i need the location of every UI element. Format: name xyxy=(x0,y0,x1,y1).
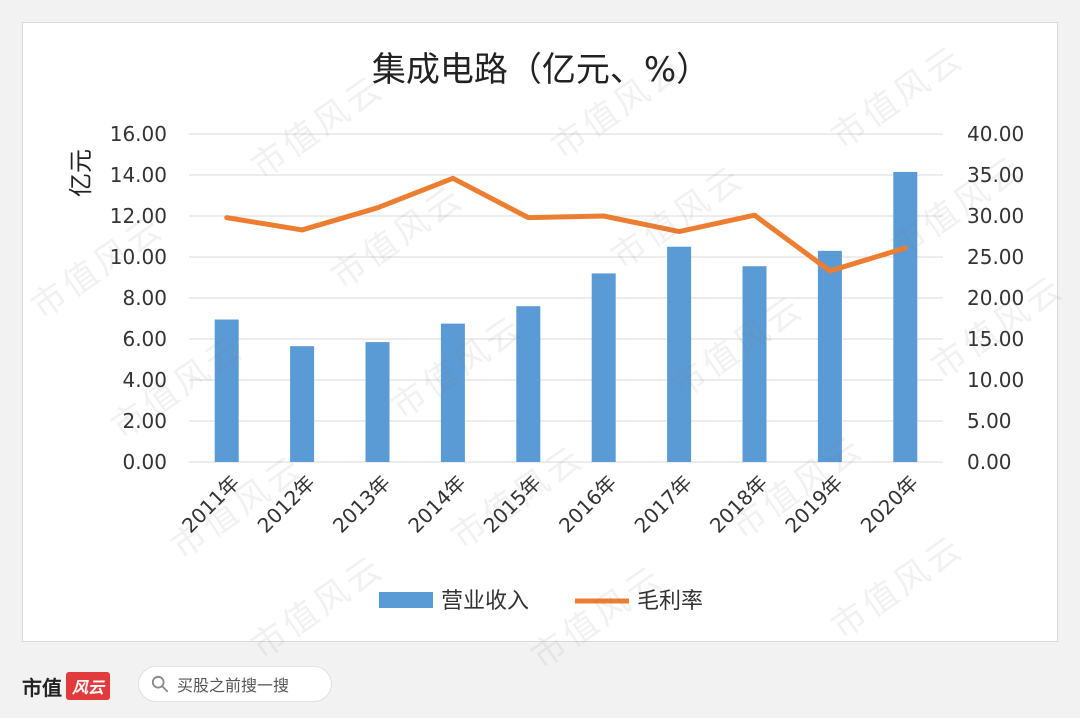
x-tick-label: 2017年 xyxy=(630,471,697,538)
search-placeholder: 买股之前搜一搜 xyxy=(177,676,290,695)
y-left-tick-label: 10.00 xyxy=(110,245,167,269)
x-tick-label: 2013年 xyxy=(328,471,395,538)
x-tick-label: 2018年 xyxy=(705,471,772,538)
bar xyxy=(817,250,842,462)
y-right-tick-label: 15.00 xyxy=(967,327,1024,351)
x-tick-label: 2016年 xyxy=(554,471,621,538)
y-left-tick-label: 4.00 xyxy=(122,368,167,392)
x-tick-label: 2019年 xyxy=(780,471,847,538)
line-series xyxy=(224,175,908,274)
bar xyxy=(214,319,239,462)
y-left-tick-label: 0.00 xyxy=(122,450,167,474)
legend-swatch-bar xyxy=(379,592,433,608)
footer: 市值 风云 买股之前搜一搜 xyxy=(0,660,1080,718)
y-left-axis-label: 亿元 xyxy=(67,149,95,197)
y-left-tick-label: 12.00 xyxy=(110,204,167,228)
y-left-tick-label: 6.00 xyxy=(122,327,167,351)
y-right-tick-label: 40.00 xyxy=(967,122,1024,146)
bar xyxy=(742,266,767,462)
bar xyxy=(893,171,918,463)
brand-text: 市值 xyxy=(22,675,62,700)
legend-label-bar: 营业收入 xyxy=(441,589,529,614)
bar xyxy=(290,346,315,462)
chart: 集成电路（亿元、%） 0.00 2.00 4.00 6.00 8.00 10.00 12.00… xyxy=(67,50,1024,614)
y-right-tick-label: 5.00 xyxy=(967,409,1012,433)
y-right-tick-label: 25.00 xyxy=(967,245,1024,269)
bar xyxy=(365,342,390,462)
y-left-tick-label: 8.00 xyxy=(122,286,167,310)
brand[interactable]: 市值 风云 xyxy=(22,670,111,702)
bar xyxy=(591,273,616,462)
chart-card: 集成电路（亿元、%） 0.00 2.00 4.00 6.00 8.00 10.00 12.00… xyxy=(22,22,1058,642)
search-icon xyxy=(151,675,169,693)
bar xyxy=(667,246,692,462)
y-right-tick-label: 20.00 xyxy=(967,286,1024,310)
legend-label-line: 毛利率 xyxy=(637,589,703,614)
bar xyxy=(440,323,465,462)
bar xyxy=(516,306,541,462)
x-tick-label: 2011年 xyxy=(177,471,244,538)
y-right-tick-label: 35.00 xyxy=(967,163,1024,187)
y-right-tick-label: 30.00 xyxy=(967,204,1024,228)
y-left-tick-label: 16.00 xyxy=(110,122,167,146)
x-tick-label: 2020年 xyxy=(856,471,923,538)
y-right-tick-label: 10.00 xyxy=(967,368,1024,392)
chart-title: 集成电路（亿元、%） xyxy=(372,50,710,90)
x-tick-label: 2014年 xyxy=(403,471,470,538)
search-input[interactable]: 买股之前搜一搜 xyxy=(138,666,332,702)
x-tick-label: 2012年 xyxy=(253,471,320,538)
brand-logo: 风云 xyxy=(66,672,111,700)
y-left-tick-label: 14.00 xyxy=(110,163,167,187)
y-right-tick-label: 0.00 xyxy=(967,450,1012,474)
y-left-tick-label: 2.00 xyxy=(122,409,167,433)
x-tick-label: 2015年 xyxy=(479,471,546,538)
